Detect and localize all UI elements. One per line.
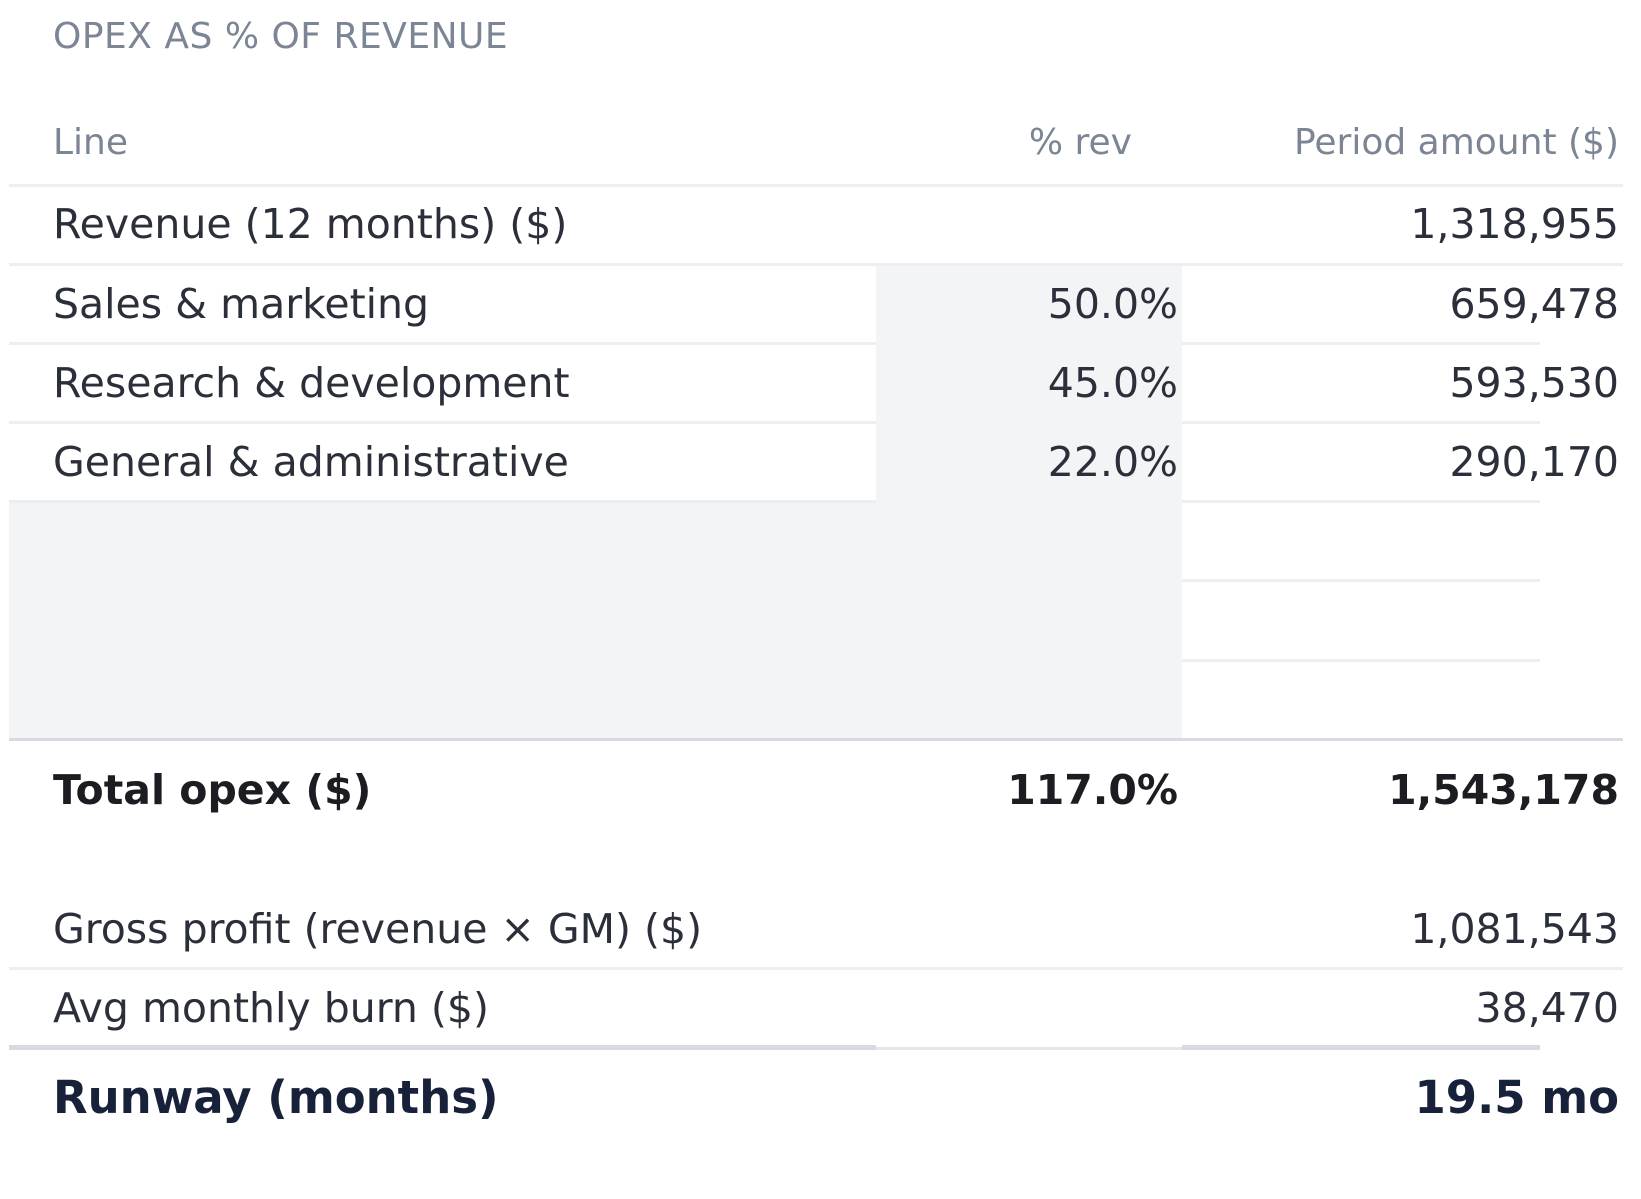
- revenue-amount: 1,318,955: [1410, 200, 1619, 248]
- avg-monthly-burn-amount: 38,470: [1475, 984, 1619, 1032]
- row-divider: [9, 342, 876, 345]
- row-divider: [1182, 421, 1540, 424]
- row-divider: [1182, 500, 1540, 503]
- row-divider: [1182, 579, 1540, 582]
- opex-row-amount: 593,530: [1449, 359, 1619, 407]
- row-divider: [9, 500, 876, 503]
- opex-row-amount: 290,170: [1449, 438, 1619, 486]
- gross-profit-label: Gross profit (revenue × GM) ($): [53, 905, 703, 953]
- column-header-pct-rev: % rev: [1028, 122, 1132, 163]
- opex-row-label: Sales & marketing: [53, 280, 430, 328]
- header-divider: [9, 184, 1623, 187]
- runway-divider: [876, 1047, 1182, 1050]
- opex-row-amount: 659,478: [1449, 280, 1619, 328]
- row-divider: [1182, 659, 1540, 662]
- total-opex-label: Total opex ($): [53, 766, 372, 814]
- opex-row-pct: 45.0%: [1047, 359, 1178, 407]
- row-divider: [9, 967, 1623, 970]
- runway-label: Runway (months): [53, 1071, 499, 1124]
- opex-row-pct: 50.0%: [1047, 280, 1178, 328]
- opex-row-label: Research & development: [53, 359, 570, 407]
- section-title: OPEX AS % OF REVENUE: [53, 16, 509, 57]
- runway-divider: [9, 1045, 876, 1050]
- column-header-line: Line: [53, 122, 129, 163]
- avg-monthly-burn-label: Avg monthly burn ($): [53, 984, 489, 1032]
- row-divider: [9, 263, 1623, 266]
- opex-row-label: General & administrative: [53, 438, 569, 486]
- total-opex-pct: 117.0%: [1007, 766, 1178, 814]
- revenue-label: Revenue (12 months) ($): [53, 200, 568, 248]
- runway-value: 19.5 mo: [1414, 1071, 1620, 1124]
- total-opex-amount: 1,543,178: [1388, 766, 1619, 814]
- total-divider: [9, 738, 1623, 741]
- row-divider: [1182, 342, 1540, 345]
- row-divider: [9, 421, 876, 424]
- empty-rows-shade: [9, 502, 876, 740]
- opex-row-pct: 22.0%: [1047, 438, 1178, 486]
- gross-profit-amount: 1,081,543: [1410, 905, 1619, 953]
- column-header-period-amount: Period amount ($): [1293, 122, 1619, 163]
- runway-divider: [1182, 1045, 1540, 1050]
- pct-column-shade: [876, 266, 1182, 740]
